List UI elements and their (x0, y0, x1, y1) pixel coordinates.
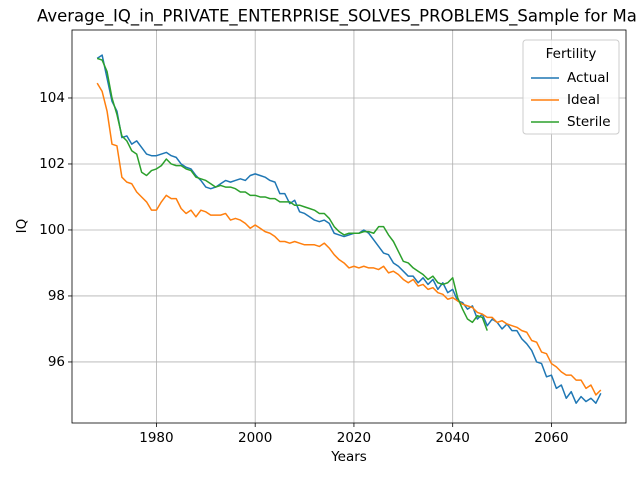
chart-title: Average_IQ_in_PRIVATE_ENTERPRISE_SOLVES_… (37, 7, 637, 27)
plot-frame (71, 29, 627, 424)
y-tick-label: 102 (39, 156, 65, 172)
x-tick-label: 2040 (436, 430, 470, 446)
y-tick-label: 100 (39, 222, 65, 238)
line-series (96, 82, 602, 396)
line-series (96, 57, 488, 331)
line-series (96, 54, 602, 404)
y-tick-label: 104 (39, 90, 65, 106)
y-axis-label: IQ (14, 219, 30, 234)
legend-title: Fertility (546, 46, 597, 62)
legend-label: Actual (567, 70, 609, 86)
x-axis-label: Years (330, 449, 367, 465)
x-tick-label: 2020 (337, 430, 371, 446)
legend-label: Ideal (567, 92, 600, 108)
x-tick-label: 1980 (139, 430, 173, 446)
x-tick-label: 2000 (238, 430, 272, 446)
y-tick-label: 98 (48, 288, 65, 304)
y-tick-label: 96 (48, 354, 65, 370)
legend-box (522, 39, 620, 135)
x-tick-label: 2060 (534, 430, 568, 446)
legend-label: Sterile (567, 114, 611, 130)
